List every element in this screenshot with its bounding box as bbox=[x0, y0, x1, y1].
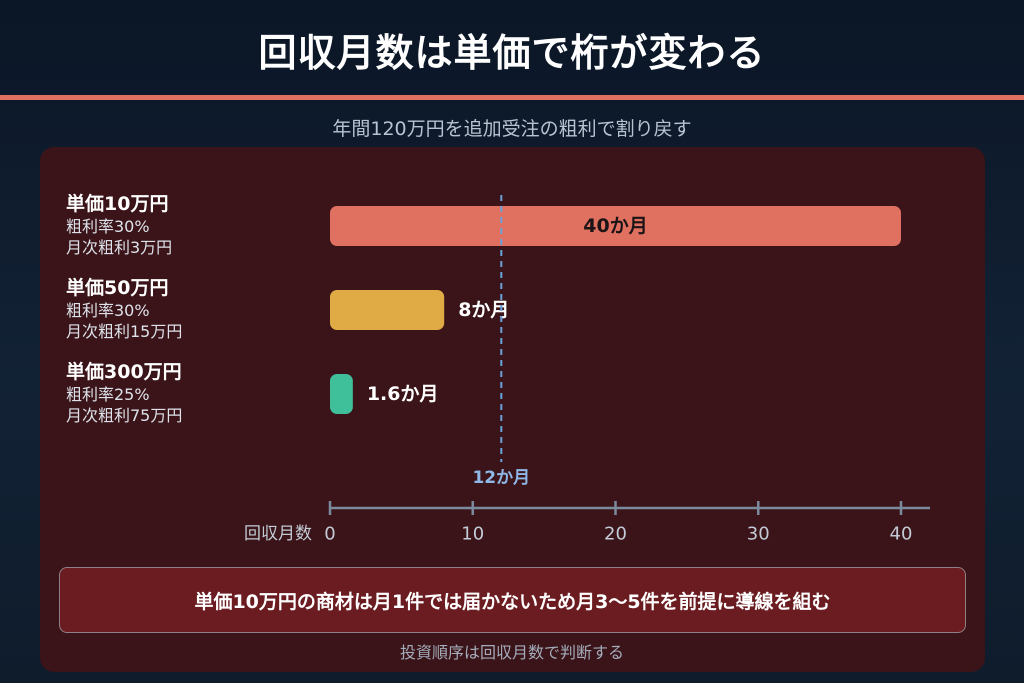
x-tick-label-0: 0 bbox=[324, 524, 335, 545]
x-tick-label-20: 20 bbox=[604, 524, 627, 545]
note-box: 単価10万円の商材は月1件では届かないため月3〜5件を前提に導線を組む bbox=[59, 567, 966, 633]
title-divider bbox=[0, 95, 1024, 100]
category-label-1: 単価10万円 粗利率30% 月次粗利3万円 bbox=[66, 193, 172, 258]
category-margin-rate: 粗利率30% bbox=[66, 301, 150, 320]
footer-text: 投資順序は回収月数で判断する bbox=[399, 643, 624, 662]
x-tick-label-30: 30 bbox=[747, 524, 770, 545]
category-monthly-profit: 月次粗利75万円 bbox=[66, 406, 183, 425]
category-monthly-profit: 月次粗利15万円 bbox=[66, 322, 183, 341]
x-tick-label-10: 10 bbox=[461, 524, 484, 545]
category-name: 単価10万円 bbox=[66, 193, 169, 215]
page-subtitle: 年間120万円を追加受注の粗利で割り戻す bbox=[332, 118, 692, 140]
x-axis-label: 回収月数 bbox=[244, 524, 312, 544]
x-tick-label-40: 40 bbox=[890, 524, 913, 545]
category-margin-rate: 粗利率25% bbox=[66, 385, 150, 404]
bar-value-label-1: 40か月 bbox=[583, 215, 647, 237]
category-monthly-profit: 月次粗利3万円 bbox=[66, 238, 173, 257]
bar-1 bbox=[330, 206, 901, 246]
bar-2 bbox=[330, 290, 445, 330]
category-name: 単価50万円 bbox=[66, 277, 169, 299]
note-text: 単価10万円の商材は月1件では届かないため月3〜5件を前提に導線を組む bbox=[194, 590, 831, 613]
bar-value-label-3: 1.6か月 bbox=[367, 383, 439, 405]
bar-3 bbox=[330, 374, 353, 414]
bar-value-label-2: 8か月 bbox=[458, 299, 509, 321]
category-label-2: 単価50万円 粗利率30% 月次粗利15万円 bbox=[66, 277, 182, 342]
category-name: 単価300万円 bbox=[66, 361, 182, 383]
page-title: 回収月数は単価で桁が変わる bbox=[258, 31, 766, 75]
category-label-3: 単価300万円 粗利率25% 月次粗利75万円 bbox=[66, 361, 182, 426]
reference-line-label: 12か月 bbox=[472, 468, 530, 488]
category-margin-rate: 粗利率30% bbox=[66, 217, 150, 236]
